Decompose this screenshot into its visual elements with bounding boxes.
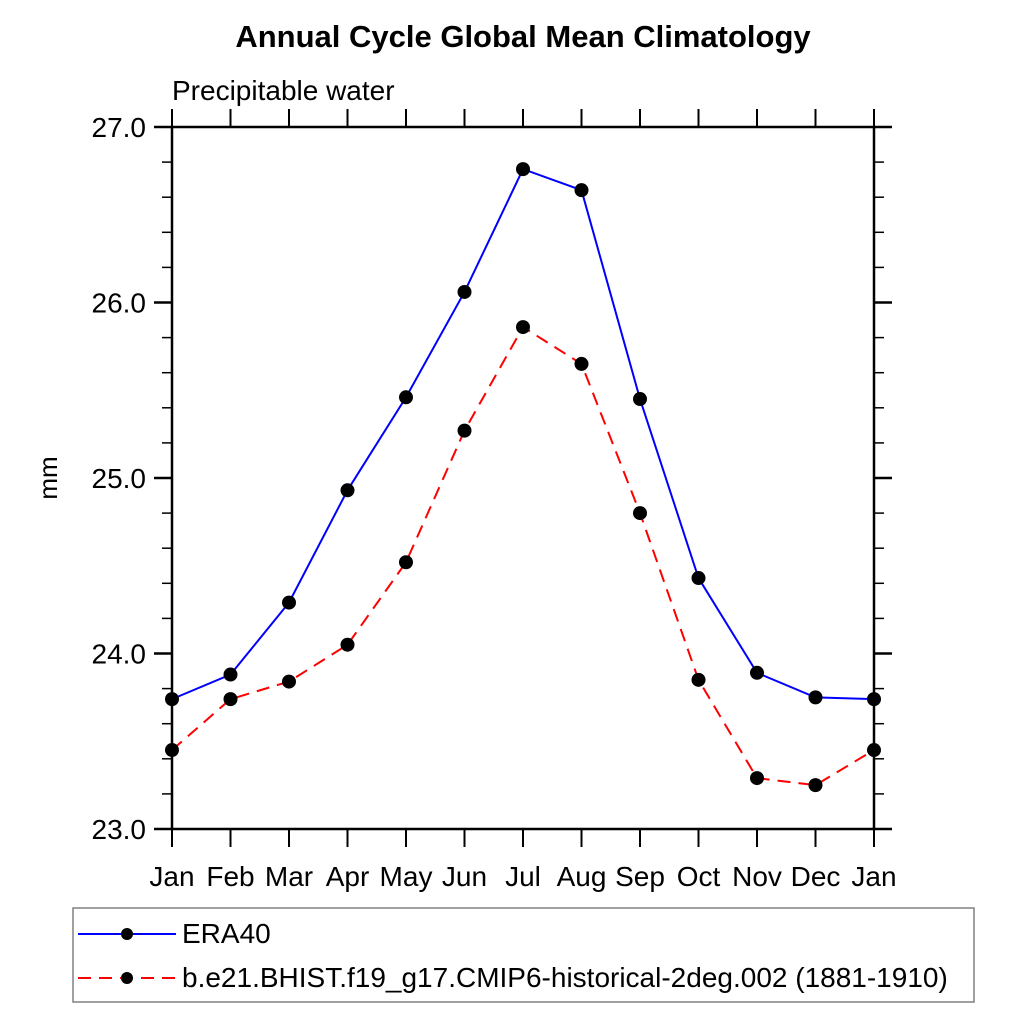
series-line-1 [171, 325, 875, 787]
legend-swatches [78, 928, 176, 984]
x-tick-label: Oct [677, 861, 721, 892]
legend-swatch-marker-1 [121, 972, 133, 984]
data-point-marker [340, 483, 355, 498]
data-point-marker [165, 692, 179, 707]
data-point-marker [457, 284, 472, 299]
data-point-marker [750, 771, 764, 786]
x-tick-label: Apr [326, 861, 370, 892]
series-layer [165, 162, 881, 793]
data-point-marker [516, 320, 530, 335]
data-point-marker [282, 674, 296, 689]
legend-label-era40: ERA40 [182, 918, 271, 949]
x-tick-label: Dec [791, 861, 841, 892]
data-point-marker [867, 692, 881, 707]
x-tick-label: Feb [206, 861, 254, 892]
y-axis-label: mm [33, 456, 63, 499]
x-tick-label: Nov [732, 861, 782, 892]
legend: ERA40 b.e21.BHIST.f19_g17.CMIP6-historic… [72, 907, 975, 1003]
data-point-marker [223, 667, 238, 682]
series-line-0 [171, 167, 875, 701]
data-point-marker [808, 778, 823, 793]
data-point-marker [282, 595, 296, 610]
data-point-marker [574, 183, 589, 198]
data-point-marker [399, 555, 413, 570]
data-point-marker [633, 506, 647, 521]
plot-frame [170, 125, 876, 831]
x-tick-label: Jan [851, 861, 896, 892]
data-point-marker [633, 392, 647, 407]
data-point-marker [165, 743, 179, 758]
x-tick-label: Aug [557, 861, 607, 892]
y-tick-label: 27.0 [92, 112, 147, 143]
y-tick-label: 25.0 [92, 463, 147, 494]
x-tick-label: Jun [442, 861, 487, 892]
data-point-marker [399, 390, 413, 405]
axes-layer: 23.0 24.0 25.0 26.0 27.0 Jan Feb Mar Apr May Jun Ju… [92, 109, 897, 892]
x-tick-label: Jan [149, 861, 194, 892]
x-tick-label: Sep [615, 861, 665, 892]
y-tick-label: 26.0 [92, 288, 147, 319]
data-point-marker [808, 690, 823, 705]
chart-title: Annual Cycle Global Mean Climatology [235, 19, 811, 54]
legend-swatch-marker-0 [121, 928, 133, 940]
y-tick-label: 24.0 [92, 639, 147, 670]
y-tick-label: 23.0 [92, 814, 147, 845]
data-point-marker [340, 637, 355, 652]
data-point-marker [867, 743, 881, 758]
data-point-marker [457, 423, 472, 438]
data-point-marker [691, 571, 706, 586]
data-point-marker [516, 162, 530, 177]
x-tick-label: Mar [265, 861, 313, 892]
legend-label-model-run: b.e21.BHIST.f19_g17.CMIP6-historical-2de… [182, 962, 948, 993]
x-tick-label: Jul [505, 861, 541, 892]
data-point-marker [691, 672, 706, 687]
data-point-marker [223, 692, 238, 707]
chart-subtitle: Precipitable water [172, 75, 395, 106]
x-tick-label: May [380, 861, 433, 892]
data-point-marker [750, 665, 764, 680]
legend-box [72, 907, 975, 1003]
data-point-marker [574, 356, 589, 371]
